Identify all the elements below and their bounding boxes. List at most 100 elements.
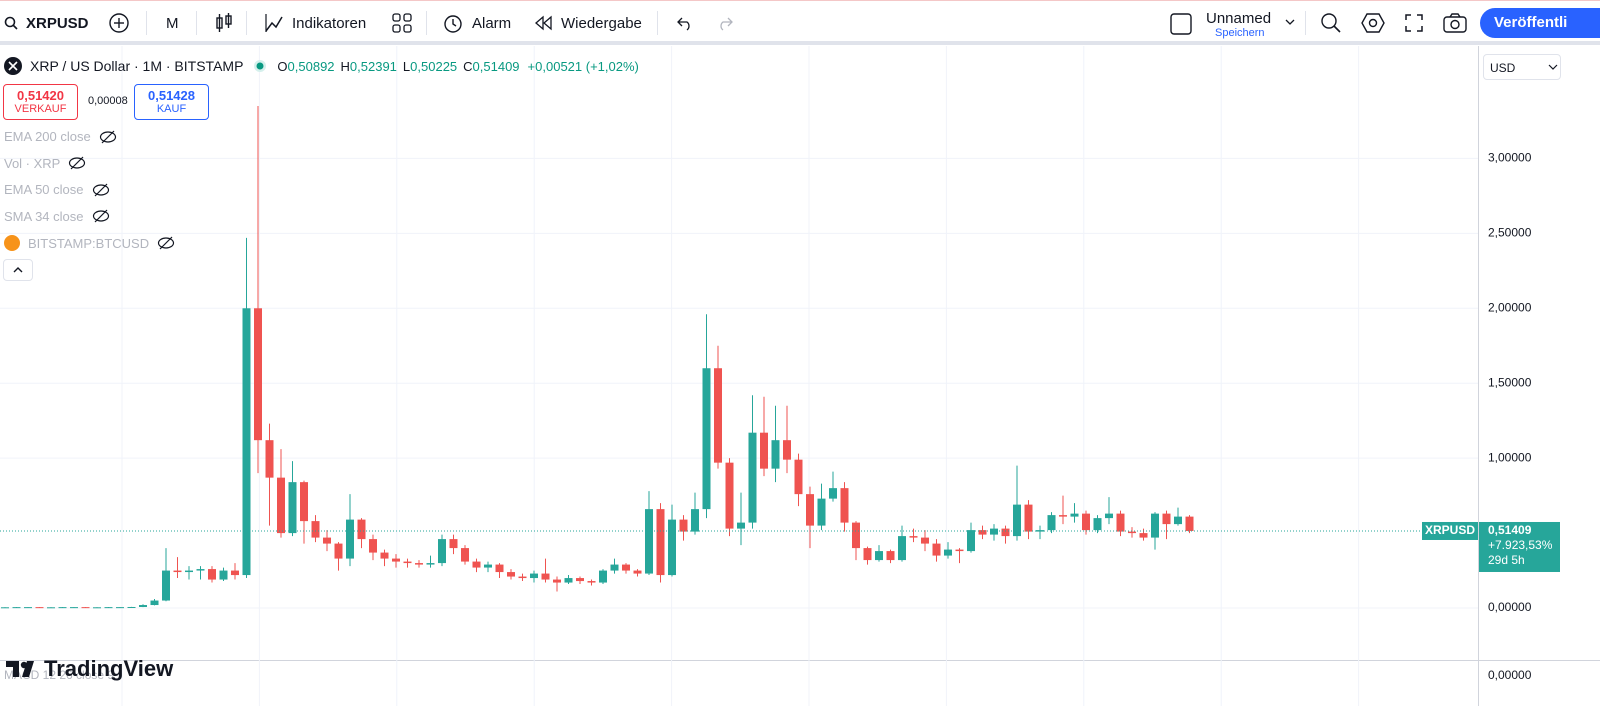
- indicator-name: SMA 34 close: [4, 208, 84, 224]
- publish-button[interactable]: Veröffentli: [1480, 8, 1600, 38]
- indicator-row: Vol · XRP: [4, 156, 86, 171]
- separator: [146, 11, 147, 35]
- btc-icon: [4, 235, 20, 251]
- candle-body: [196, 569, 205, 571]
- symbol-logo: [4, 57, 22, 75]
- candle-body: [12, 607, 21, 609]
- indicator-row: EMA 50 close: [4, 182, 110, 197]
- currency-select[interactable]: USD: [1483, 54, 1561, 80]
- collapse-icon: [13, 267, 23, 273]
- candle-body: [415, 563, 423, 565]
- symbol-tag-text: XRPUSD: [1425, 523, 1475, 537]
- hidden-eye: [92, 183, 109, 196]
- candle-body: [162, 570, 170, 601]
- hidden-eye: [92, 209, 109, 223]
- chart-type[interactable]: [214, 12, 234, 34]
- layout-dropdown[interactable]: [1284, 18, 1296, 28]
- separator: [1305, 11, 1306, 35]
- candle-body: [127, 606, 136, 608]
- candle-body: [1024, 504, 1033, 532]
- eye-shape: [99, 130, 116, 143]
- candle-body: [461, 548, 469, 562]
- candle-body: [691, 509, 699, 532]
- ohlc-item: L0,50225: [403, 59, 457, 74]
- separator: [657, 11, 658, 35]
- market-status: [254, 60, 267, 72]
- indicators-icon: [265, 14, 283, 32]
- settings[interactable]: [1361, 12, 1385, 34]
- candle-body: [1185, 516, 1194, 531]
- y-tick-label: 0,00000: [1488, 600, 1532, 614]
- eye-shape: [158, 237, 175, 249]
- indicator-name: BITSTAMP:BTCUSD: [28, 235, 150, 251]
- candle-body: [438, 539, 446, 564]
- indicators-button[interactable]: Indikatoren: [264, 1, 366, 41]
- sell-button[interactable]: 0,51420 VERKAUF: [3, 84, 78, 120]
- ohlc-value: 0,50892: [287, 58, 335, 74]
- ohlc-value: 0,51409: [472, 58, 520, 74]
- replay-button[interactable]: Wiedergabe: [535, 1, 642, 41]
- candle-body: [1036, 530, 1044, 532]
- alert-button[interactable]: Alarm: [442, 1, 511, 41]
- undo[interactable]: [676, 15, 694, 31]
- candle-body: [403, 561, 412, 564]
- symbol-search[interactable]: XRPUSD: [4, 1, 89, 41]
- watermark: TradingView: [6, 656, 173, 682]
- save-label[interactable]: Speichern: [1215, 27, 1265, 39]
- candle-body: [863, 548, 872, 561]
- candle-body: [81, 607, 90, 609]
- candle-body: [817, 498, 826, 526]
- search-icon: [4, 16, 18, 30]
- candle-body: [70, 607, 78, 609]
- candle-body: [1082, 513, 1090, 531]
- candle-body: [967, 530, 975, 552]
- candle-body: [1047, 515, 1056, 531]
- hidden-eye: [99, 130, 116, 143]
- buy-button[interactable]: 0,51428 KAUF: [134, 84, 209, 120]
- eye-strike: [70, 156, 84, 170]
- legend-title: XRP / US Dollar · 1M · BITSTAMP: [30, 58, 244, 74]
- candle-body: [760, 432, 768, 469]
- candle-body: [645, 509, 653, 574]
- price-tag-countdown: 29d 5h: [1488, 553, 1525, 567]
- candle-body: [277, 477, 285, 534]
- candle-body: [185, 570, 193, 573]
- eye-shape: [92, 210, 109, 222]
- ohlc: O0,50892 H0,52391 L0,50225 C0,51409: [277, 59, 519, 74]
- eye-strike: [159, 236, 173, 250]
- candle-body: [346, 519, 354, 559]
- separator: [246, 11, 247, 35]
- screenshot[interactable]: [1443, 12, 1467, 34]
- ohlc-label: C: [463, 58, 473, 74]
- quick-search[interactable]: [1320, 12, 1342, 34]
- fullscreen[interactable]: [1405, 14, 1423, 32]
- templates[interactable]: [392, 13, 412, 33]
- candle-body: [392, 558, 400, 562]
- add-symbol[interactable]: [108, 12, 130, 34]
- ohlc-item: C0,51409: [463, 59, 519, 74]
- candle-body: [840, 488, 849, 523]
- candle-body: [518, 576, 527, 579]
- candle-body: [1174, 516, 1182, 525]
- buy-label: KAUF: [156, 103, 187, 115]
- candle-body: [1001, 528, 1010, 537]
- candle-body: [944, 549, 952, 556]
- candle-body: [553, 579, 561, 583]
- y-tick-label: 1,50000: [1488, 375, 1532, 389]
- eye-strike: [94, 209, 107, 223]
- candle-body: [875, 551, 883, 561]
- btc-circle: [4, 235, 20, 251]
- layout-icon[interactable]: [1170, 13, 1192, 35]
- interval[interactable]: M: [166, 14, 179, 32]
- indicator-row: SMA 34 close: [4, 209, 110, 224]
- candle-body: [852, 522, 860, 549]
- replay-label: Wiedergabe: [561, 14, 642, 32]
- ohlc-label: H: [340, 58, 350, 74]
- candle-body: [599, 570, 607, 583]
- redo[interactable]: [716, 15, 734, 31]
- candle-body: [587, 581, 596, 583]
- layout-name[interactable]: Unnamed: [1206, 10, 1272, 27]
- collapse-legend[interactable]: [3, 259, 33, 281]
- candle-body: [58, 607, 67, 609]
- hidden-eye: [69, 156, 86, 170]
